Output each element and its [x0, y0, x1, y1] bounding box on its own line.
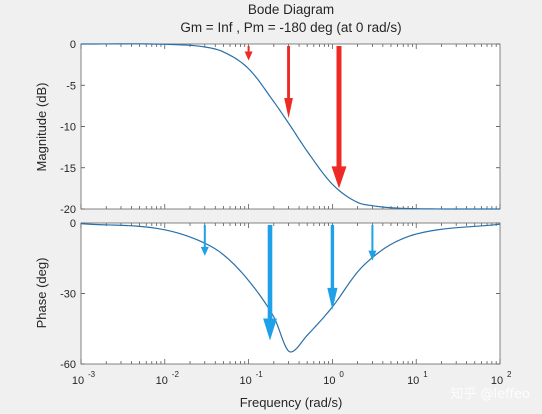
chart-subtitle: Gm = Inf , Pm = -180 deg (at 0 rad/s) [180, 20, 401, 35]
phase-axes [81, 223, 500, 364]
magnitude-axis-label: Magnitude (dB) [34, 83, 49, 172]
chart-title: Bode Diagram [248, 2, 334, 17]
phase-panel: 0 -30 -60 10 -3 10 -2 10 -1 10 0 10 1 10 2 [60, 218, 512, 387]
phase-arrow [263, 225, 277, 341]
magnitude-panel: 0 -5 -10 -15 -20 [60, 39, 501, 216]
frequency-axis-label: Frequency (rad/s) [240, 395, 343, 410]
phase-arrow [327, 225, 338, 310]
phase-axes-box [80, 222, 501, 365]
magnitude-arrow [244, 46, 253, 61]
magnitude-ytick-label: -20 [60, 204, 76, 216]
watermark: 知乎 @leffeo [450, 386, 530, 402]
x-tick-label: 10 [239, 375, 251, 387]
phase-ytick-label: -60 [60, 359, 76, 371]
x-tick-label: 10 [156, 375, 168, 387]
phase-curve [80, 223, 501, 353]
magnitude-ytick-label: -10 [60, 122, 76, 134]
phase-arrow [368, 225, 377, 261]
phase-ytick-label: 0 [70, 218, 76, 230]
magnitude-axes-box [80, 43, 501, 210]
phase-axis-label: Phase (deg) [34, 258, 49, 329]
phase-ytick-label: -30 [60, 289, 76, 301]
x-tick-exponent: 2 [507, 370, 512, 379]
x-tick-label: 10 [323, 375, 335, 387]
x-tick-label: 10 [407, 375, 419, 387]
magnitude-arrow [331, 46, 347, 189]
magnitude-ytick-label: -5 [66, 80, 76, 92]
x-tick-exponent: 1 [423, 370, 428, 379]
x-tick-exponent: -3 [88, 370, 96, 379]
x-tick-label: 10 [491, 375, 503, 387]
x-tick-exponent: -1 [256, 370, 264, 379]
x-tick-exponent: -2 [172, 370, 180, 379]
magnitude-arrow [284, 46, 293, 119]
x-tick-exponent: 0 [339, 370, 344, 379]
magnitude-curve [80, 43, 501, 210]
magnitude-ytick-label: 0 [70, 39, 76, 51]
phase-arrow [200, 225, 209, 256]
x-tick-label: 10 [72, 375, 84, 387]
magnitude-ytick-label: -15 [60, 163, 76, 175]
